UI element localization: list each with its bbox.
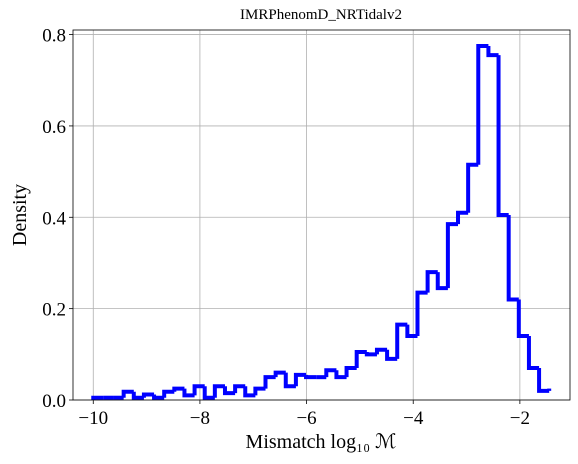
- histogram-bin: [304, 374, 317, 380]
- histogram-bin: [141, 392, 155, 398]
- y-tick-label: 0.6: [42, 117, 66, 138]
- histogram-bin: [273, 370, 286, 378]
- histogram-bin: [344, 366, 357, 378]
- y-tick-label: 0.0: [42, 391, 66, 412]
- histogram-bin: [202, 386, 215, 400]
- histogram-bin: [263, 375, 276, 389]
- histogram-bin: [486, 45, 499, 58]
- x-axis-label: Mismatch log₁₀ ℳ: [246, 431, 397, 453]
- histogram-bin: [415, 290, 428, 337]
- y-tick-label: 0.8: [42, 26, 66, 47]
- x-tick-label: −6: [296, 408, 316, 429]
- histogram-bin: [466, 162, 479, 213]
- histogram-bin: [233, 384, 246, 394]
- histogram-bin: [425, 270, 438, 293]
- histogram-bin: [354, 350, 367, 369]
- histogram-bin: [395, 322, 408, 359]
- histogram-bin: [537, 368, 550, 393]
- histogram-bin: [131, 391, 144, 400]
- plot-frame: [72, 29, 571, 401]
- y-axis-label: Density: [9, 184, 31, 246]
- chart-title: IMRPhenomD_NRTidalv2: [240, 7, 402, 23]
- histogram-bin: [385, 349, 398, 361]
- histogram-bin: [283, 372, 296, 389]
- histogram-bin: [253, 386, 266, 396]
- histogram-bin: [334, 370, 347, 380]
- y-tick-label: 0.4: [42, 208, 66, 229]
- histogram-bin: [526, 336, 540, 371]
- x-tick-label: −2: [510, 408, 530, 429]
- histogram-bin: [121, 389, 134, 398]
- histogram-bin: [364, 352, 377, 357]
- x-tick-label: −8: [190, 408, 210, 429]
- histogram-bin: [324, 368, 337, 378]
- histogram-bin: [243, 386, 256, 398]
- histogram-bin: [456, 210, 469, 225]
- histogram-bin: [496, 55, 509, 217]
- x-tick-label: −10: [78, 408, 108, 429]
- y-tick-label: 0.2: [42, 300, 66, 321]
- histogram-bin: [162, 389, 175, 398]
- histogram-bin: [506, 215, 519, 302]
- histogram-bin: [222, 386, 236, 396]
- histogram-bin: [192, 384, 205, 396]
- histogram-bin: [293, 372, 307, 387]
- histogram-bin: [445, 222, 459, 289]
- histogram-bin: [405, 324, 418, 339]
- histogram-bin: [91, 395, 104, 400]
- histogram-bin: [172, 386, 185, 392]
- histogram-bin: [435, 272, 448, 291]
- histogram-bin: [374, 347, 388, 355]
- histogram-bin: [212, 384, 225, 398]
- x-tick-label: −4: [403, 408, 424, 429]
- histogram-bin: [152, 394, 165, 400]
- histogram-bin: [182, 388, 195, 398]
- histogram-bin: [516, 299, 529, 339]
- histogram-bin: [476, 43, 489, 165]
